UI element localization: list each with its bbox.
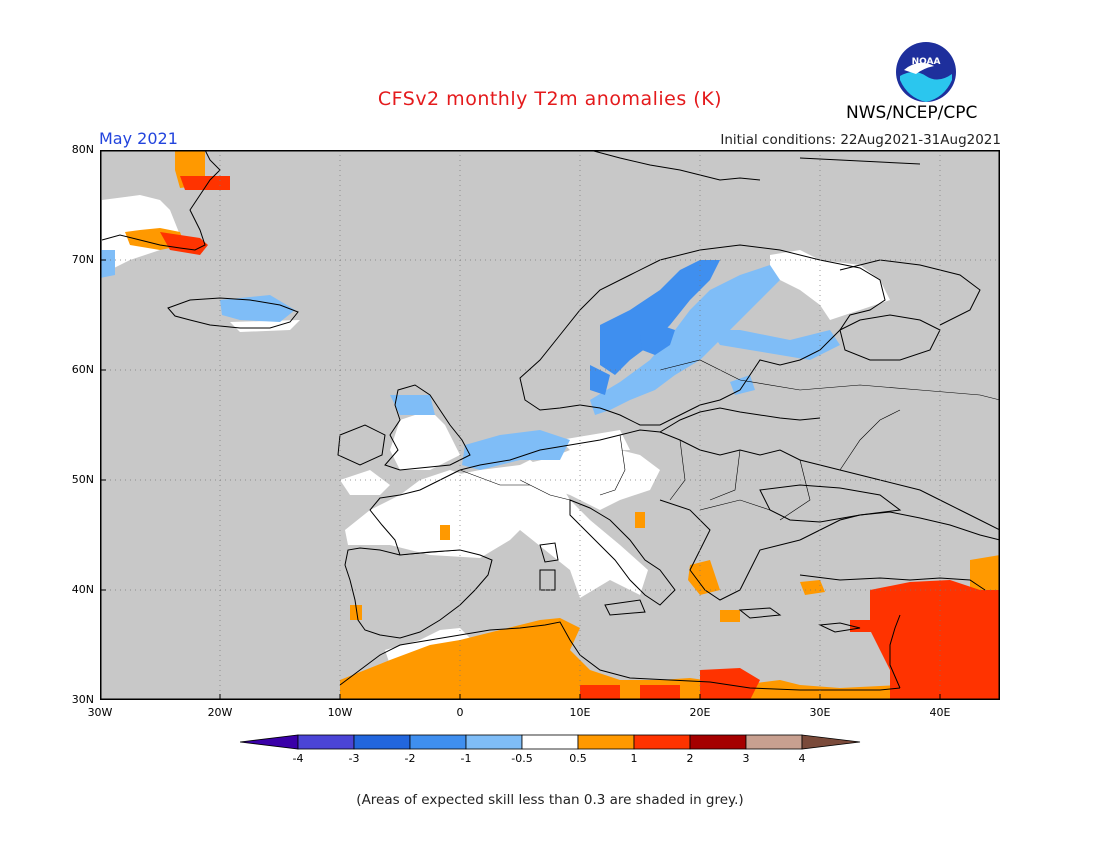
organization-label: NWS/NCEP/CPC bbox=[846, 103, 978, 123]
lat-label: 50N bbox=[71, 473, 94, 486]
colorbar-label: 1 bbox=[630, 752, 638, 765]
logo-text: NOAA bbox=[912, 57, 941, 67]
colorbar-label: -2 bbox=[404, 752, 416, 765]
noaa-logo: NOAA bbox=[896, 42, 956, 102]
lon-label: 10W bbox=[327, 706, 353, 719]
lat-lon-grid bbox=[100, 150, 1000, 700]
colorbar-label: 2 bbox=[686, 752, 694, 765]
colorbar-label: -3 bbox=[348, 752, 360, 765]
colorbar-label: -0.5 bbox=[511, 752, 533, 765]
lon-label: 30W bbox=[87, 706, 113, 719]
lon-label: 30E bbox=[809, 706, 831, 719]
country-borders bbox=[399, 359, 1000, 556]
skill-footnote: (Areas of expected skill less than 0.3 a… bbox=[356, 792, 744, 808]
colorbar-swatch bbox=[521, 734, 579, 750]
colorbar-label: 0.5 bbox=[569, 752, 587, 765]
lon-label: 0 bbox=[456, 706, 464, 719]
initial-conditions: Initial conditions: 22Aug2021-31Aug2021 bbox=[720, 132, 1001, 148]
colorbar-label: 3 bbox=[742, 752, 750, 765]
lon-label: 20E bbox=[689, 706, 711, 719]
lat-label: 40N bbox=[71, 583, 94, 596]
lat-label: 70N bbox=[71, 253, 94, 266]
colorbar-swatch bbox=[745, 734, 803, 750]
light-blue-areas bbox=[100, 250, 840, 470]
blue-areas bbox=[590, 260, 720, 395]
colorbar-arrow-high bbox=[801, 734, 861, 750]
colorbar-label: 4 bbox=[798, 752, 806, 765]
colorbar-swatch bbox=[465, 734, 523, 750]
lon-label: 40E bbox=[929, 706, 951, 719]
colorbar-swatch bbox=[297, 734, 355, 750]
colorbar-label: -1 bbox=[460, 752, 472, 765]
anomaly-map bbox=[100, 150, 1000, 700]
colorbar-arrow-low bbox=[240, 734, 299, 750]
lon-label: 20W bbox=[207, 706, 233, 719]
colorbar-swatch bbox=[353, 734, 411, 750]
colorbar-swatch bbox=[409, 734, 467, 750]
grey-background bbox=[100, 150, 1000, 700]
colorbar-label: -4 bbox=[292, 752, 304, 765]
colorbar bbox=[240, 734, 861, 750]
lat-label: 80N bbox=[71, 143, 94, 156]
colorbar-swatch bbox=[577, 734, 635, 750]
lat-label: 30N bbox=[71, 693, 94, 706]
forecast-month: May 2021 bbox=[99, 129, 178, 148]
lon-label: 10E bbox=[569, 706, 591, 719]
colorbar-swatch bbox=[689, 734, 747, 750]
map-frame bbox=[100, 150, 1000, 700]
map-title: CFSv2 monthly T2m anomalies (K) bbox=[377, 88, 723, 110]
lat-label: 60N bbox=[71, 363, 94, 376]
colorbar-swatch bbox=[633, 734, 691, 750]
